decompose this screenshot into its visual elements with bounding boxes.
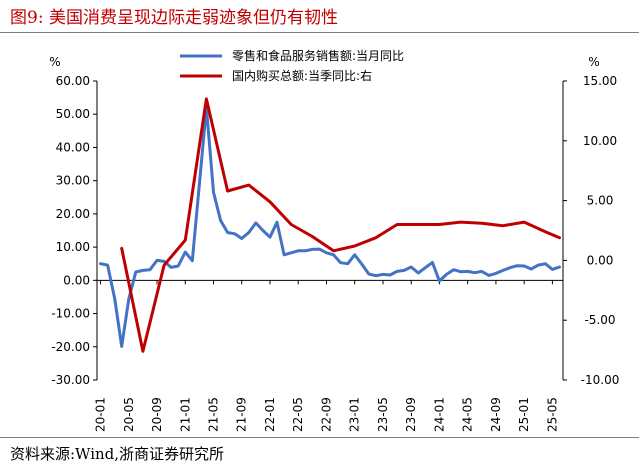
source-note: 资料来源:Wind,浙商证券研究所 [10,445,225,463]
y-left-tick-label: 10.00 [56,240,90,254]
y-right-tick-label: 15.00 [583,74,617,88]
y-right-tick-label: -5.00 [584,313,615,327]
chart-series [99,97,561,353]
y-left-tick-label: 40.00 [56,140,90,154]
y-left-unit: % [49,55,60,69]
x-tick-label: 21-09 [235,397,249,432]
x-tick-label: 23-01 [348,397,362,432]
source-divider [0,437,639,438]
x-tick-label: 20-09 [150,397,164,432]
y-left-tick-label: 0.00 [63,273,90,287]
title-divider [0,32,639,33]
y-left-tick-label: -20.00 [51,340,90,354]
x-tick-label: 23-09 [404,397,418,432]
y-right-tick-label: 5.00 [587,194,614,208]
x-tick-label: 24-09 [489,397,503,432]
figure-title: 图9: 美国消费呈现边际走弱迹象但仍有韧性 [10,8,338,28]
y-left-tick-label: 30.00 [56,174,90,188]
y-left-tick-label: -30.00 [51,373,90,387]
x-tick-label: 21-05 [207,397,221,432]
y-left-tick-label: 60.00 [56,74,90,88]
legend-label-2: 国内购买总额:当季同比:右 [232,68,372,83]
x-tick-label: 23-05 [376,397,390,432]
x-tick-label: 24-05 [461,397,475,432]
series-line-1 [99,106,561,348]
y-left-tick-label: 50.00 [56,107,90,121]
y-right-tick-label: 10.00 [583,134,617,148]
chart-axes: 60.00 50.00 40.00 30.00 20.00 10.00 0.00 -10.00… [49,55,619,432]
x-tick-label: 22-05 [291,397,305,432]
x-tick-label: 24-01 [432,397,446,432]
legend-label-1: 零售和食品服务销售额:当月同比 [232,48,404,63]
series-line-2 [120,97,561,353]
x-tick-label: 20-05 [122,397,136,432]
x-tick-label: 20-01 [94,397,108,432]
x-tick-label: 21-01 [178,397,192,432]
x-tick-label: 25-05 [545,397,559,432]
y-left-tick-label: 20.00 [56,207,90,221]
y-right-unit: % [588,55,599,69]
x-tick-label: 25-01 [517,397,531,432]
y-left-tick-label: -10.00 [51,307,90,321]
y-right-tick-label: 0.00 [587,253,614,267]
y-right-tick-label: -10.00 [581,373,620,387]
x-tick-label: 22-01 [263,397,277,432]
x-tick-label: 22-09 [319,397,333,432]
